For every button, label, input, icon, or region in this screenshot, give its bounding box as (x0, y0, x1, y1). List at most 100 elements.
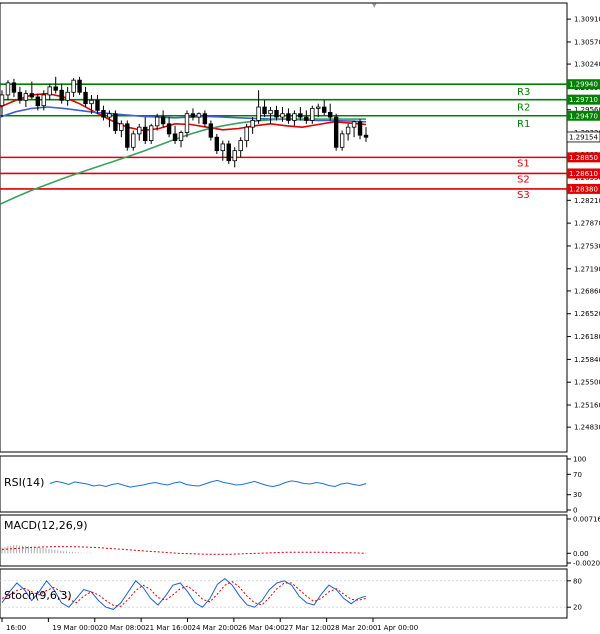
candle-body (292, 113, 297, 121)
rsi-label: RSI(14) (4, 476, 44, 489)
level-name-r3: R3 (517, 87, 530, 98)
level-badge-label: 1.28610 (569, 170, 598, 178)
price-tick-label: 1.26180 (574, 333, 600, 341)
candle-body (77, 79, 82, 93)
level-badge-label: 1.28380 (569, 185, 598, 193)
stoch-label: Stoch(9,6,3) (4, 589, 72, 602)
candle-body (244, 126, 249, 141)
time-tick-label: 16:00 (6, 624, 26, 632)
candle-body (166, 123, 172, 135)
level-badge-label: 1.29710 (569, 96, 598, 104)
time-tick-label: 26 Mar 04:00 (238, 624, 285, 632)
candle-body (208, 123, 214, 138)
candle-body (0, 94, 5, 107)
rsi-tick-label: 0 (573, 507, 577, 515)
price-tick-label: 1.24830 (574, 424, 600, 432)
level-badge-s1 (567, 152, 600, 163)
current-price-label: 1.29154 (569, 133, 598, 141)
price-tick-label: 1.25160 (574, 402, 600, 410)
candle-body (184, 113, 190, 133)
time-tick-label: 19 Mar 00:00 (52, 624, 99, 632)
candle-body (5, 82, 11, 96)
main-panel (0, 2, 568, 453)
level-name-r1: R1 (517, 119, 530, 130)
candle-body (41, 94, 46, 107)
price-tick-label: 1.29560 (574, 106, 600, 114)
time-tick-label: 27 Mar 12:00 (284, 624, 331, 632)
candle-body (71, 79, 76, 93)
macd-signal-line (1, 546, 367, 555)
time-tick-label: 24 Mar 20:00 (192, 624, 239, 632)
price-tick-label: 1.25500 (574, 379, 600, 387)
time-tick-label: 20 Mar 08:00 (99, 624, 146, 632)
price-tick-label: 1.28210 (574, 197, 600, 205)
candle-body (196, 113, 202, 118)
level-badge-label: 1.29940 (569, 81, 598, 89)
candle-body (131, 133, 136, 148)
level-badge-s2 (567, 168, 600, 179)
price-tick-label: 1.30570 (574, 38, 600, 46)
macd-tick-label: -0.002035 (573, 560, 600, 568)
candle-body (226, 143, 231, 162)
macd-label: MACD(12,26,9) (4, 519, 88, 532)
candle-body (339, 133, 345, 148)
stoch-d-line (1, 581, 367, 607)
candle-body (202, 113, 208, 125)
candle-body (53, 86, 58, 91)
candle-body (327, 111, 333, 118)
stoch-panel (0, 568, 568, 619)
candle-body (178, 132, 184, 141)
level-badge-label: 1.28850 (569, 154, 598, 162)
candle-body (280, 113, 285, 118)
candle-body (154, 116, 160, 127)
price-tick-label: 1.26860 (574, 287, 600, 295)
rsi-tick-label: 100 (573, 456, 586, 464)
time-axis: 16:00 19 Mar 00:00 20 Mar 08:00 21 Mar 16:0… (1, 618, 418, 632)
candle-body (107, 113, 112, 118)
candle-body (345, 126, 351, 135)
candle-body (172, 133, 178, 141)
level-name-s1: S1 (517, 158, 530, 169)
level-name-r2: R2 (517, 103, 530, 114)
stoch-tick-label: 80 (573, 577, 582, 585)
candle-body (17, 91, 23, 101)
candle-body (125, 123, 130, 148)
stoch-k-line (1, 577, 367, 610)
price-tick-label: 1.27530 (574, 242, 600, 250)
price-tick-label: 1.25840 (574, 356, 600, 364)
level-badge-label: 1.29470 (569, 112, 598, 120)
candle-body (238, 140, 243, 152)
candle-body (262, 106, 267, 115)
candle-body (89, 99, 94, 105)
candle-body (11, 82, 17, 93)
price-tick-label: 1.30910 (574, 16, 600, 24)
level-badge-r1 (567, 110, 600, 121)
price-tick-label: 1.30240 (574, 61, 600, 69)
candle-body (65, 91, 70, 101)
rsi-panel (0, 455, 568, 513)
candle-body (47, 86, 52, 96)
candle-body (95, 99, 100, 111)
level-badge-r3 (567, 79, 600, 90)
candle-body (160, 116, 166, 125)
rsi-tick-label: 30 (573, 491, 582, 499)
time-tick-label: 28 Mar 20:00 (331, 624, 378, 632)
candle-body (274, 109, 279, 118)
candle-body (143, 126, 148, 141)
price-tick-label: 1.27190 (574, 265, 600, 273)
macd-tick-label: 0.00 (573, 550, 589, 558)
candle-body (286, 113, 291, 121)
current-price-badge (566, 131, 600, 143)
candle-body (357, 121, 363, 136)
candle-body (256, 106, 261, 121)
candle-body (190, 113, 196, 118)
chevron-down-icon[interactable]: ▾ (372, 1, 377, 11)
time-tick-label: 21 Mar 16:00 (145, 624, 192, 632)
candle-body (351, 121, 357, 128)
candle-body (220, 143, 225, 152)
rsi-tick-label: 70 (573, 471, 582, 479)
candle-body (333, 116, 339, 148)
level-badge-r2 (567, 94, 600, 105)
macd-tick-label: 0.007164 (573, 516, 600, 524)
